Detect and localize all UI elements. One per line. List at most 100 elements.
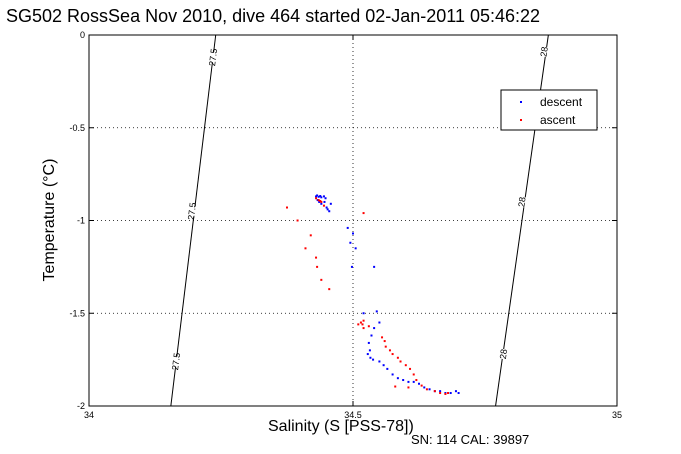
descent-point [378, 360, 381, 363]
descent-point [329, 202, 332, 205]
descent-point [370, 334, 373, 337]
descent-point [323, 200, 326, 203]
descent-point [423, 386, 426, 389]
descent-point [315, 195, 318, 198]
contour-label: 28 [538, 46, 549, 57]
ascent-point [316, 265, 319, 268]
descent-point [402, 379, 405, 382]
ascent-point [388, 349, 391, 352]
y-tick-label: -0.5 [69, 123, 85, 133]
ascent-point [447, 392, 450, 395]
ascent-point [362, 212, 365, 215]
descent-point [412, 380, 415, 383]
ascent-point [412, 373, 415, 376]
descent-point [373, 327, 376, 330]
legend-marker-descent [520, 101, 522, 103]
ascent-point [384, 345, 387, 348]
descent-point [372, 358, 375, 361]
contour-label-background [512, 195, 532, 209]
descent-point [373, 265, 376, 268]
ascent-point [433, 390, 436, 393]
ascent-point [328, 288, 331, 291]
legend-box [500, 89, 598, 131]
y-tick-label: -1.5 [69, 308, 85, 318]
ascent-point [383, 340, 386, 343]
data-points [286, 194, 460, 395]
descent-point [386, 367, 389, 370]
ascent-point [404, 364, 407, 367]
descent-point [396, 377, 399, 380]
descent-point [454, 390, 457, 393]
descent-point [418, 382, 420, 385]
ascent-point [362, 319, 365, 322]
descent-point [369, 356, 372, 359]
descent-point [349, 241, 352, 244]
descent-point [319, 195, 322, 198]
descent-point [391, 373, 394, 376]
legend-marker-ascent [520, 119, 522, 121]
ascent-point [319, 200, 322, 203]
serial-calibration-note: SN: 114 CAL: 39897 [411, 432, 530, 447]
descent-point [320, 196, 323, 199]
contour-label-background [203, 51, 223, 64]
descent-point [457, 392, 460, 395]
descent-point [407, 380, 410, 383]
contour-label-background [534, 45, 554, 58]
ascent-point [361, 323, 364, 326]
descent-point [378, 321, 381, 324]
x-tick-label: 35 [612, 410, 622, 420]
ascent-point [359, 321, 362, 324]
axis-ticks: 34 34.5 35 0 -0.5 -1 -1.5 -2 [69, 30, 622, 420]
ascent-point [367, 325, 370, 328]
x-tick-label: 34 [84, 410, 94, 420]
ascent-point [399, 360, 402, 363]
x-tick-label: 34.5 [344, 410, 362, 420]
ascent-point [396, 356, 399, 359]
x-axis-label: Salinity (S [PSS-78]) [268, 418, 414, 435]
legend-label-descent: descent [540, 95, 583, 109]
descent-point [316, 194, 319, 197]
y-tick-label: 0 [80, 30, 85, 40]
ascent-point [444, 392, 447, 395]
y-tick-label: -2 [77, 401, 85, 411]
ascent-point [304, 247, 307, 250]
ascent-point [320, 200, 323, 203]
ascent-point [362, 327, 365, 330]
contour-label: 27.5 [170, 352, 182, 371]
descent-point [352, 232, 354, 235]
legend: descent ascent [500, 89, 598, 131]
ascent-point [357, 323, 360, 326]
descent-point [328, 210, 331, 213]
ascent-point [315, 256, 318, 259]
ascent-point [409, 367, 412, 370]
descent-point [317, 195, 320, 198]
descent-point [354, 247, 357, 250]
y-axis-label: Temperature (°C) [41, 158, 58, 282]
ascent-point [296, 219, 299, 222]
chart-title: SG502 RossSea Nov 2010, dive 464 started… [6, 6, 541, 26]
descent-point [428, 388, 431, 391]
ascent-point [381, 336, 384, 339]
density-contours: 27.5 27.5 27.5 28 28 28 [166, 34, 554, 407]
ascent-point [415, 379, 418, 382]
y-tick-label: -1 [77, 216, 85, 226]
ascent-point [391, 353, 394, 356]
descent-point [326, 208, 329, 211]
descent-point [316, 199, 319, 202]
legend-label-ascent: ascent [540, 113, 576, 127]
ascent-point [420, 384, 423, 387]
ascent-point [394, 385, 397, 388]
descent-point [368, 349, 371, 352]
descent-point [366, 353, 369, 356]
descent-point [449, 392, 452, 395]
ascent-point [322, 204, 325, 207]
contour-label-background [166, 355, 186, 368]
contour-label-background [182, 205, 202, 218]
ascent-point [320, 278, 323, 281]
ascent-point [317, 199, 320, 202]
contour-label: 27.5 [207, 48, 219, 67]
descent-point [325, 206, 328, 209]
descent-point [382, 364, 385, 367]
ascent-point [309, 234, 312, 237]
